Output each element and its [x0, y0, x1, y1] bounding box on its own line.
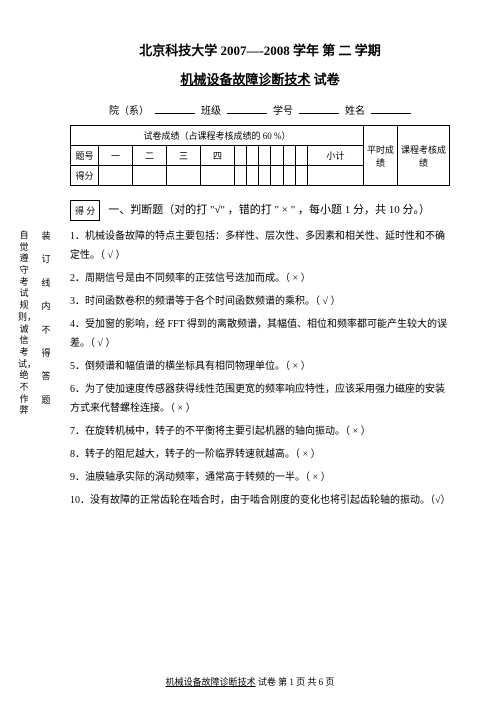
score-cell — [283, 166, 295, 186]
score-cell — [99, 166, 133, 186]
label-name: 姓名 — [345, 102, 365, 117]
col-8 — [271, 146, 283, 166]
blank-class — [227, 102, 267, 114]
questions-list: 1．机械设备故障的特点主要包括：多样性、层次性、多因素和相关性、延时性和不确定性… — [70, 227, 450, 510]
question-item: 6．为了使加速度传感器获得线性范围更宽的频率响应特性，应该采用强力磁座的安装方式… — [70, 380, 450, 418]
exam-title: 机械设备故障诊断技术 试卷 — [70, 69, 450, 88]
student-info-line: 院（系） 班级 学号 姓名 — [70, 102, 450, 117]
score-cell — [133, 166, 167, 186]
row-num-label: 题号 — [71, 146, 99, 166]
col-6 — [247, 146, 259, 166]
col-4: 四 — [201, 146, 235, 166]
score-cell — [201, 166, 235, 186]
score-cell — [259, 166, 271, 186]
question-item: 8．转子的阻尼越大，转子的一阶临界转速就越高。（ × ） — [70, 445, 450, 464]
question-item: 3．时间函数卷积的频谱等于各个时间函数频谱的乘积。（ √ ） — [70, 292, 450, 311]
question-item: 7．在旋转机械中，转子的不平衡将主要引起机器的轴向振动。（ × ） — [70, 422, 450, 441]
col-3: 三 — [167, 146, 201, 166]
blank-name — [371, 102, 411, 114]
label-sid: 学号 — [273, 102, 293, 117]
score-caption: 试卷成绩（占课程考核成绩的 60 %） — [71, 126, 364, 146]
question-item: 2．周期信号是由不同频率的正弦信号迭加而成。（ × ） — [70, 269, 450, 288]
binding-note-inner: 装订线内不得答题 — [40, 225, 52, 412]
blank-sid — [299, 102, 339, 114]
row-score-label: 得分 — [71, 166, 99, 186]
col-2: 二 — [133, 146, 167, 166]
binding-note-outer: 自觉遵守考试规则，诚信考试，绝不作弊 — [18, 230, 30, 417]
score-cell — [247, 166, 259, 186]
score-cell — [307, 166, 363, 186]
score-cell — [295, 166, 307, 186]
footer-course: 机械设备故障诊断技术 — [166, 677, 256, 687]
blank-dept — [155, 102, 195, 114]
col-1: 一 — [99, 146, 133, 166]
score-cell — [235, 166, 247, 186]
university-term-line: 北京科技大学 2007—-2008 学年 第 二 学期 — [70, 40, 450, 59]
score-cell — [271, 166, 283, 186]
question-item: 5．倒频谱和幅值谱的横坐标具有相同物理单位。（ × ） — [70, 357, 450, 376]
label-class: 班级 — [201, 102, 221, 117]
page-body: 北京科技大学 2007—-2008 学年 第 二 学期 机械设备故障诊断技术 试… — [0, 0, 500, 534]
question-item: 10．没有故障的正常齿轮在啮合时，由于啮合刚度的变化也将引起齿轮轴的振动。（√） — [70, 491, 450, 510]
col-10 — [295, 146, 307, 166]
col-9 — [283, 146, 295, 166]
page-footer: 机械设备故障诊断技术 试卷 第 1 页 共 6 页 — [0, 675, 500, 688]
exam-suffix: 试卷 — [310, 72, 339, 87]
col-5 — [235, 146, 247, 166]
usual-score-header: 平时成绩 — [364, 126, 398, 186]
section1-title: 一、判断题（对的打 "√" ，错的打 " × " ，每小题 1 分，共 10 分… — [108, 200, 430, 221]
col-7 — [259, 146, 271, 166]
course-score-header: 课程考核成绩 — [398, 126, 450, 186]
score-cell — [167, 166, 201, 186]
label-dept: 院（系） — [109, 102, 149, 117]
question-item: 4．受加窗的影响，经 FFT 得到的离散频谱，其幅值、相位和频率都可能产生较大的… — [70, 315, 450, 353]
question-item: 9．油膜轴承实际的涡动频率，通常高于转频的一半。（ × ） — [70, 468, 450, 487]
score-table: 试卷成绩（占课程考核成绩的 60 %） 平时成绩 课程考核成绩 题号 一 二 三… — [70, 125, 450, 186]
question-item: 1．机械设备故障的特点主要包括：多样性、层次性、多因素和相关性、延时性和不确定性… — [70, 227, 450, 265]
course-name: 机械设备故障诊断技术 — [180, 72, 310, 87]
section-score-box: 得 分 — [70, 200, 100, 221]
col-subtotal: 小计 — [307, 146, 363, 166]
footer-page: 试卷 第 1 页 共 6 页 — [256, 677, 335, 687]
